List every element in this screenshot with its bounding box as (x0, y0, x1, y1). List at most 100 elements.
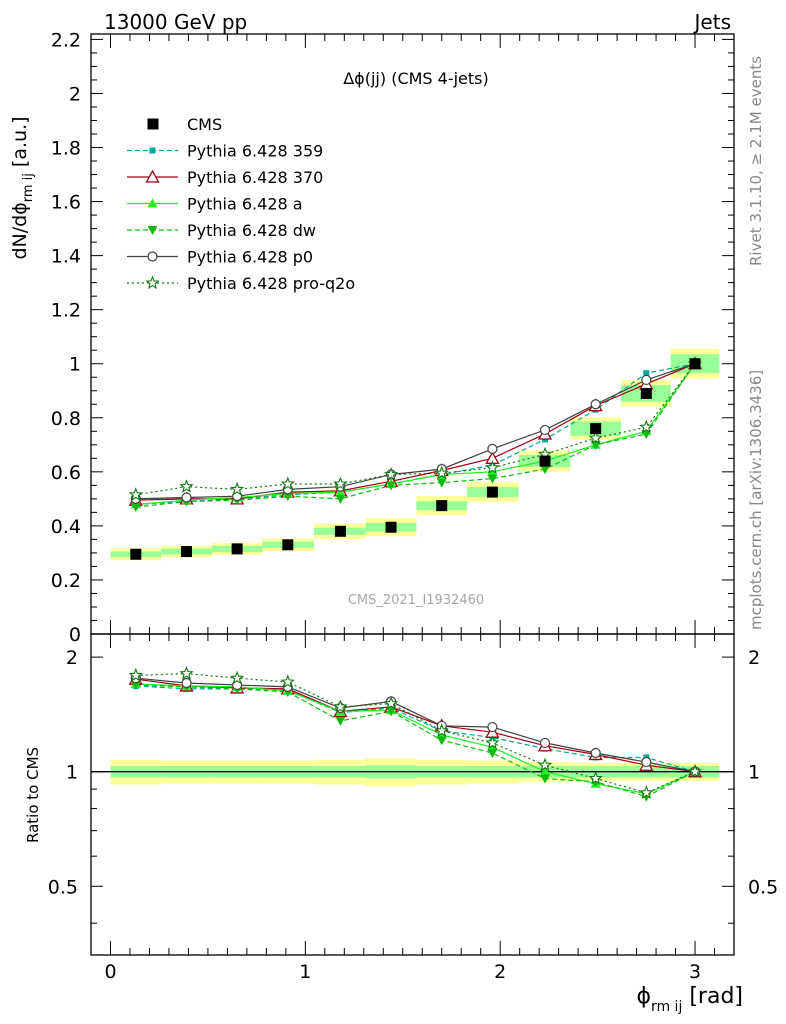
series-2-point-7 (487, 466, 498, 476)
y-tick-label: 1.4 (51, 246, 81, 268)
series-4-point-10 (641, 374, 652, 386)
cms-point-1 (180, 546, 192, 558)
series-5-point-6 (434, 465, 449, 480)
series-line-ratio-1 (135, 678, 696, 773)
cms-point-4 (334, 525, 346, 537)
x-axis-label: ϕrm ij [rad] (636, 984, 743, 1015)
legend-marker-3 (147, 226, 158, 235)
series-3-ratio-point-4 (335, 716, 346, 726)
series-line-main-2 (135, 363, 696, 505)
y-axis-label: dN/dϕrm ij [a.u.] (9, 116, 36, 259)
series-5-point-9 (588, 430, 603, 445)
y-tick-label: 1 (69, 354, 81, 376)
markers-ratio (128, 666, 703, 802)
header-left: 13000 GeV pp (104, 10, 247, 34)
series-3-point-3 (282, 492, 293, 502)
x-tick-label: 3 (689, 961, 701, 983)
series-5-ratio-point-6 (434, 723, 449, 737)
series-4-point-1 (181, 492, 192, 503)
series-4-point-8 (539, 424, 551, 436)
cms-point-5 (385, 521, 397, 533)
series-5-ratio-point-3 (280, 674, 295, 689)
legend-marker-2 (147, 198, 158, 208)
x-tick-label: 1 (299, 961, 311, 983)
x-axis-label-unit: [rad] (682, 984, 743, 1009)
ratio-tick-label-right: 2 (748, 647, 760, 669)
series-4-ratio-point-8 (539, 737, 551, 749)
legend-cms-label: CMS (187, 115, 222, 134)
series-4-point-9 (590, 399, 601, 410)
series-3-point-5 (386, 481, 397, 491)
y-axis-label-sub: rm ij (21, 173, 36, 202)
series-line-main-1 (135, 363, 696, 501)
x-axis-label-main: ϕ (636, 984, 651, 1009)
series-5-point-1 (179, 479, 194, 493)
y-tick-label: 0.6 (51, 462, 81, 484)
series-5-ratio-point-9 (588, 771, 603, 785)
legend-label-0: Pythia 6.428 359 (187, 142, 323, 161)
series-5-point-10 (639, 419, 654, 434)
series-5-ratio-point-2 (229, 670, 245, 685)
x-tick-label: 0 (104, 961, 116, 983)
main-panel: 0 0.2 0.4 0.6 0.8 1 1.2 1.4 1.6 1.8 2 2.2 Δϕ(jj) (C… (9, 29, 735, 646)
series-0-point-10 (643, 370, 650, 377)
mc-lines-main (135, 363, 696, 508)
header-right: Jets (693, 10, 731, 34)
series-5-ratio-point-0 (128, 667, 143, 682)
cms-point-11 (689, 358, 701, 370)
watermark: CMS_2021_I1932460 (348, 593, 484, 608)
series-line-ratio-4 (135, 677, 696, 773)
ratio-tick-label-left: 2 (66, 647, 78, 669)
series-5-ratio-point-10 (639, 785, 654, 799)
ratio-axis-ticks: 0 1 2 3 0.5 0.5 1 1 2 2 (48, 634, 778, 983)
chart-title: Δϕ(jj) (CMS 4-jets) (343, 69, 489, 88)
series-3-ratio-point-7 (487, 748, 498, 758)
y-axis-label-unit: [a.u.] (9, 116, 31, 173)
legend-marker-5 (145, 275, 160, 290)
ratio-tick-label-left: 1 (66, 762, 78, 784)
series-2-ratio-point-8 (539, 766, 550, 776)
y-tick-label: 2.2 (51, 29, 81, 51)
series-5-ratio-point-5 (383, 696, 399, 710)
legend-label-4: Pythia 6.428 p0 (187, 248, 313, 267)
series-5-point-3 (280, 476, 295, 491)
series-line-main-3 (135, 363, 696, 508)
series-4-ratio-point-7 (487, 721, 498, 733)
series-5-point-7 (485, 460, 500, 474)
series-4-ratio-point-1 (181, 677, 192, 689)
series-5-ratio-point-4 (333, 699, 348, 713)
ratio-panel: 0 1 2 3 0.5 0.5 1 1 2 2 Ratio to CMS ϕrm ij [rad] (24, 633, 778, 1015)
y-tick-label: 1.2 (51, 300, 81, 322)
ratio-panel-frame (90, 633, 735, 956)
series-3-point-6 (436, 478, 447, 488)
legend-label-1: Pythia 6.428 370 (187, 168, 323, 187)
legend: CMS Pythia 6.428 359 Pythia 6.428 370 Pythi… (127, 115, 355, 293)
legend-label-2: Pythia 6.428 a (187, 195, 303, 214)
cms-point-10 (640, 387, 652, 399)
rivet-label: Rivet 3.1.10, ≥ 2.1M events (747, 56, 765, 266)
cms-point-2 (231, 543, 243, 555)
series-3-point-8 (539, 465, 550, 475)
legend-label-3: Pythia 6.428 dw (187, 221, 316, 240)
legend-label-5: Pythia 6.428 pro-q2o (187, 274, 355, 293)
series-4-point-7 (487, 443, 498, 454)
series-3-ratio-point-8 (539, 774, 550, 784)
series-3-ratio-point-0 (130, 680, 141, 690)
y-tick-label: 0.4 (51, 516, 81, 538)
legend-marker-4 (147, 251, 158, 262)
series-2-ratio-point-7 (487, 742, 498, 752)
series-4-ratio-point-10 (641, 756, 652, 768)
series-line-ratio-2 (135, 683, 696, 795)
series-5-point-0 (128, 487, 143, 501)
cms-point-6 (436, 500, 448, 512)
series-3-point-7 (487, 474, 498, 484)
mcplots-label: mcplots.cern.ch [arXiv:1306.3436] (747, 370, 765, 630)
series-5-ratio-point-8 (537, 757, 553, 772)
cms-point-9 (590, 423, 602, 435)
y-tick-label: 2 (69, 83, 81, 105)
cms-point-7 (486, 486, 498, 498)
series-3-point-4 (335, 494, 346, 504)
x-tick-label: 2 (494, 961, 506, 983)
ratio-y-axis-label: Ratio to CMS (24, 747, 42, 843)
series-4-ratio-point-9 (590, 747, 601, 759)
